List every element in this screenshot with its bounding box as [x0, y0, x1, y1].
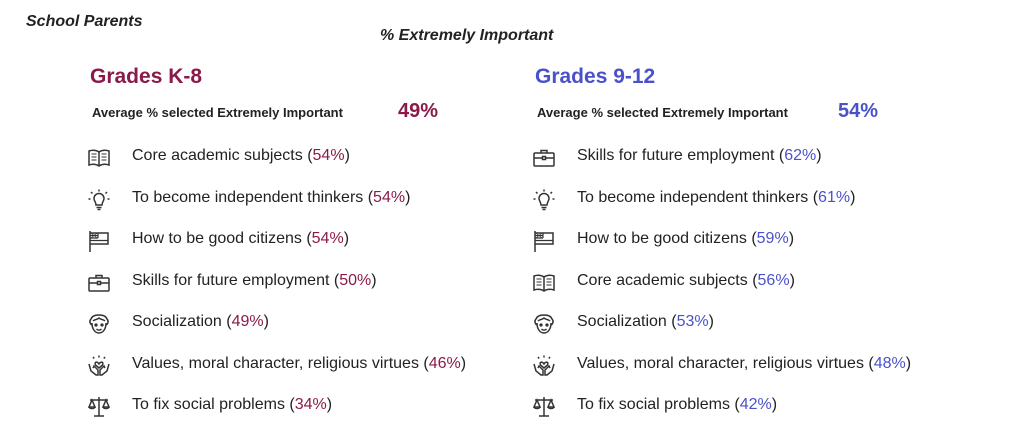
- item-label: To become independent thinkers: [132, 188, 364, 206]
- list-item: How to be good citizens (59%): [532, 227, 992, 269]
- item-label: Core academic subjects: [577, 271, 748, 289]
- hs-title: Grades 9-12: [535, 65, 656, 88]
- item-percent: 62%: [784, 147, 817, 164]
- item-label: Skills for future employment: [577, 147, 775, 164]
- corner-title: School Parents: [26, 13, 143, 30]
- list-item: Socialization (49%): [87, 310, 547, 352]
- item-percent: 54%: [311, 230, 344, 247]
- item-percent: 42%: [739, 396, 772, 413]
- list-item: To become independent thinkers (54%): [87, 186, 547, 228]
- item-label: How to be good citizens: [132, 230, 302, 247]
- list-item: Values, moral character, religious virtu…: [87, 352, 547, 394]
- briefcase-icon: [532, 146, 556, 170]
- item-label: To fix social problems: [577, 396, 730, 413]
- item-percent: 54%: [373, 188, 406, 206]
- hs-average-value: 54%: [838, 100, 879, 122]
- list-item: Skills for future employment (62%): [532, 144, 992, 186]
- item-label: Skills for future employment: [132, 271, 330, 289]
- item-percent: 54%: [312, 147, 345, 164]
- list-item: To fix social problems (42%): [532, 393, 992, 435]
- hs-item-list: Skills for future employment (62%) To be…: [532, 144, 992, 435]
- page-title: % Extremely Important: [380, 27, 554, 44]
- list-item: Core academic subjects (54%): [87, 144, 547, 186]
- list-item: Socialization (53%): [532, 310, 992, 352]
- list-item: To fix social problems (34%): [87, 393, 547, 435]
- face-icon: [87, 312, 111, 336]
- list-item: Skills for future employment (50%): [87, 269, 547, 311]
- hs-column: Grades 9-12 Average % selected Extremely…: [532, 64, 985, 417]
- item-percent: 53%: [676, 313, 709, 330]
- list-item: To become independent thinkers (61%): [532, 186, 992, 228]
- hands-heart-icon: [87, 354, 111, 378]
- list-item: Values, moral character, religious virtu…: [532, 352, 992, 394]
- item-label: Values, moral character, religious virtu…: [132, 354, 419, 372]
- k8-item-list: Core academic subjects (54%) To become i…: [87, 144, 547, 435]
- flag-icon: [532, 229, 556, 253]
- book-icon: [87, 146, 111, 170]
- flag-icon: [87, 229, 111, 253]
- item-label: To fix social problems: [132, 396, 285, 413]
- list-item: Core academic subjects (56%): [532, 269, 992, 311]
- item-percent: 46%: [428, 354, 461, 372]
- item-label: Core academic subjects: [132, 147, 303, 164]
- lightbulb-icon: [532, 188, 556, 212]
- k8-average-label: Average % selected Extremely Important: [92, 105, 343, 120]
- hands-heart-icon: [532, 354, 556, 378]
- item-label: Socialization: [132, 313, 222, 330]
- item-label: To become independent thinkers: [577, 188, 809, 206]
- item-percent: 59%: [756, 230, 789, 247]
- list-item: How to be good citizens (54%): [87, 227, 547, 269]
- item-percent: 48%: [873, 354, 906, 372]
- scales-icon: [87, 395, 111, 419]
- k8-title: Grades K-8: [90, 65, 203, 88]
- face-icon: [532, 312, 556, 336]
- hs-average-row: Average % selected Extremely Important 5…: [535, 100, 985, 130]
- item-percent: 61%: [818, 188, 851, 206]
- book-icon: [532, 271, 556, 295]
- lightbulb-icon: [87, 188, 111, 212]
- item-percent: 50%: [339, 271, 372, 289]
- scales-icon: [532, 395, 556, 419]
- k8-average-value: 49%: [398, 100, 439, 122]
- item-label: Values, moral character, religious virtu…: [577, 354, 864, 372]
- k8-average-row: Average % selected Extremely Important 4…: [90, 100, 540, 130]
- item-label: Socialization: [577, 313, 667, 330]
- item-label: How to be good citizens: [577, 230, 747, 247]
- k8-column: Grades K-8 Average % selected Extremely …: [87, 64, 540, 417]
- item-percent: 49%: [231, 313, 264, 330]
- hs-average-label: Average % selected Extremely Important: [537, 105, 788, 120]
- briefcase-icon: [87, 271, 111, 295]
- item-percent: 34%: [294, 396, 327, 413]
- item-percent: 56%: [757, 271, 790, 289]
